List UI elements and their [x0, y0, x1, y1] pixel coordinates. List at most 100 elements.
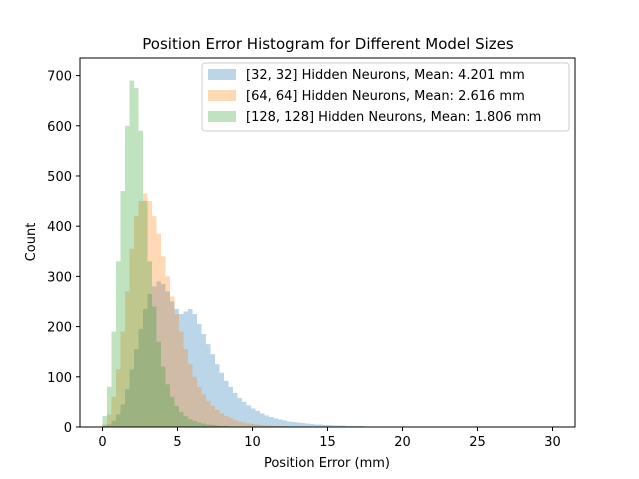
histogram-bar [246, 423, 251, 427]
histogram-bar [183, 415, 188, 427]
histogram-bar [305, 423, 310, 427]
histogram-bar [210, 424, 215, 427]
histogram-bar [125, 389, 130, 427]
histogram-bar [192, 420, 197, 427]
y-axis-title: Count [24, 223, 39, 262]
histogram-bar [152, 216, 157, 427]
y-tick-label: 0 [64, 421, 72, 436]
y-tick-label: 600 [47, 120, 72, 135]
histogram-bar [341, 425, 346, 427]
histogram-bar [282, 420, 287, 427]
histogram-bar [224, 415, 229, 427]
histogram-bar [332, 425, 337, 427]
histogram-bar [206, 424, 211, 427]
histogram-bar [120, 331, 125, 427]
histogram-bar [107, 424, 112, 427]
histogram-bar [107, 414, 112, 427]
histogram-bar [228, 386, 233, 427]
histogram-bar [107, 386, 112, 427]
histogram-bar [188, 418, 193, 427]
histogram-bar [300, 422, 305, 427]
legend-swatch [208, 90, 236, 101]
x-tick-label: 30 [544, 435, 561, 450]
series-3-bars [102, 80, 247, 428]
histogram-bar [125, 125, 130, 427]
x-axis-title: Position Error (mm) [264, 456, 390, 471]
histogram-bar [179, 314, 184, 427]
x-tick-label: 5 [173, 435, 181, 450]
histogram-bar [201, 423, 206, 427]
histogram-bar [170, 396, 175, 427]
histogram-bar [102, 424, 107, 427]
series-1-bars [102, 281, 553, 427]
histogram-bar [296, 422, 301, 427]
histogram-bar [129, 369, 134, 427]
histogram-bar [192, 376, 197, 427]
histogram-bar [260, 424, 265, 427]
histogram-bar [197, 324, 202, 427]
histogram-bar [143, 309, 148, 427]
legend-label: [128, 128] Hidden Neurons, Mean: 1.806 m… [246, 110, 541, 125]
histogram-bar [224, 380, 229, 427]
x-tick-label: 20 [394, 435, 411, 450]
histogram-bar [219, 372, 224, 427]
legend: [32, 32] Hidden Neurons, Mean: 4.201 mm [… [201, 62, 570, 132]
histogram-bar [291, 421, 296, 427]
histogram-bar [174, 314, 179, 427]
histogram-bar [210, 405, 215, 427]
histogram-bar [314, 424, 319, 427]
histogram-bar [134, 88, 139, 428]
histogram-bar [309, 423, 314, 427]
histogram-bar [138, 130, 143, 428]
histogram-bar [255, 410, 260, 427]
histogram-bar [161, 256, 166, 427]
y-tick-label: 500 [47, 170, 72, 185]
histogram-bar [219, 413, 224, 427]
histogram-bar [336, 425, 341, 427]
legend-label: [32, 32] Hidden Neurons, Mean: 4.201 mm [246, 68, 525, 83]
chart-title: Position Error Histogram for Different M… [142, 35, 514, 53]
histogram-bar [273, 418, 278, 427]
histogram-bar [179, 331, 184, 427]
legend-swatch [208, 111, 236, 122]
x-tick-label: 10 [244, 435, 261, 450]
histogram-bar [323, 424, 328, 427]
histogram-bar [183, 311, 188, 427]
y-tick-label: 300 [47, 270, 72, 285]
histogram-bar [138, 201, 143, 427]
x-axis-ticks: 0 5 10 15 20 25 30 [98, 427, 561, 450]
histogram-bar [287, 421, 292, 427]
histogram-bar [201, 394, 206, 427]
y-tick-label: 100 [47, 371, 72, 386]
histogram-bar [125, 291, 130, 427]
histogram-bar [278, 419, 283, 427]
histogram-bar [152, 306, 157, 427]
histogram-bar [255, 424, 260, 427]
histogram-bar [210, 354, 215, 427]
histogram-bar [111, 420, 116, 427]
histogram-bar [197, 422, 202, 427]
histogram-bar [156, 341, 161, 427]
histogram-bar [134, 216, 139, 427]
histogram-bar [246, 405, 251, 427]
histogram-bar [197, 386, 202, 427]
histogram-bar [156, 281, 161, 427]
histogram-bar [264, 415, 269, 427]
histogram-bar [170, 301, 175, 427]
histogram-bar [260, 413, 265, 427]
y-tick-label: 200 [47, 321, 72, 336]
histogram-bar [143, 201, 148, 427]
histogram-bar [233, 419, 238, 427]
histogram-bar [147, 293, 152, 427]
legend-frame [201, 62, 570, 132]
histogram-bar [318, 424, 323, 427]
histogram-bar [237, 397, 242, 427]
series-2-bars [102, 193, 328, 427]
histogram-bar [116, 261, 121, 427]
histogram-bar [116, 414, 121, 427]
histogram-bar [264, 425, 269, 427]
histogram-bar [327, 424, 332, 427]
x-tick-label: 25 [469, 435, 486, 450]
histogram-bar [152, 286, 157, 427]
